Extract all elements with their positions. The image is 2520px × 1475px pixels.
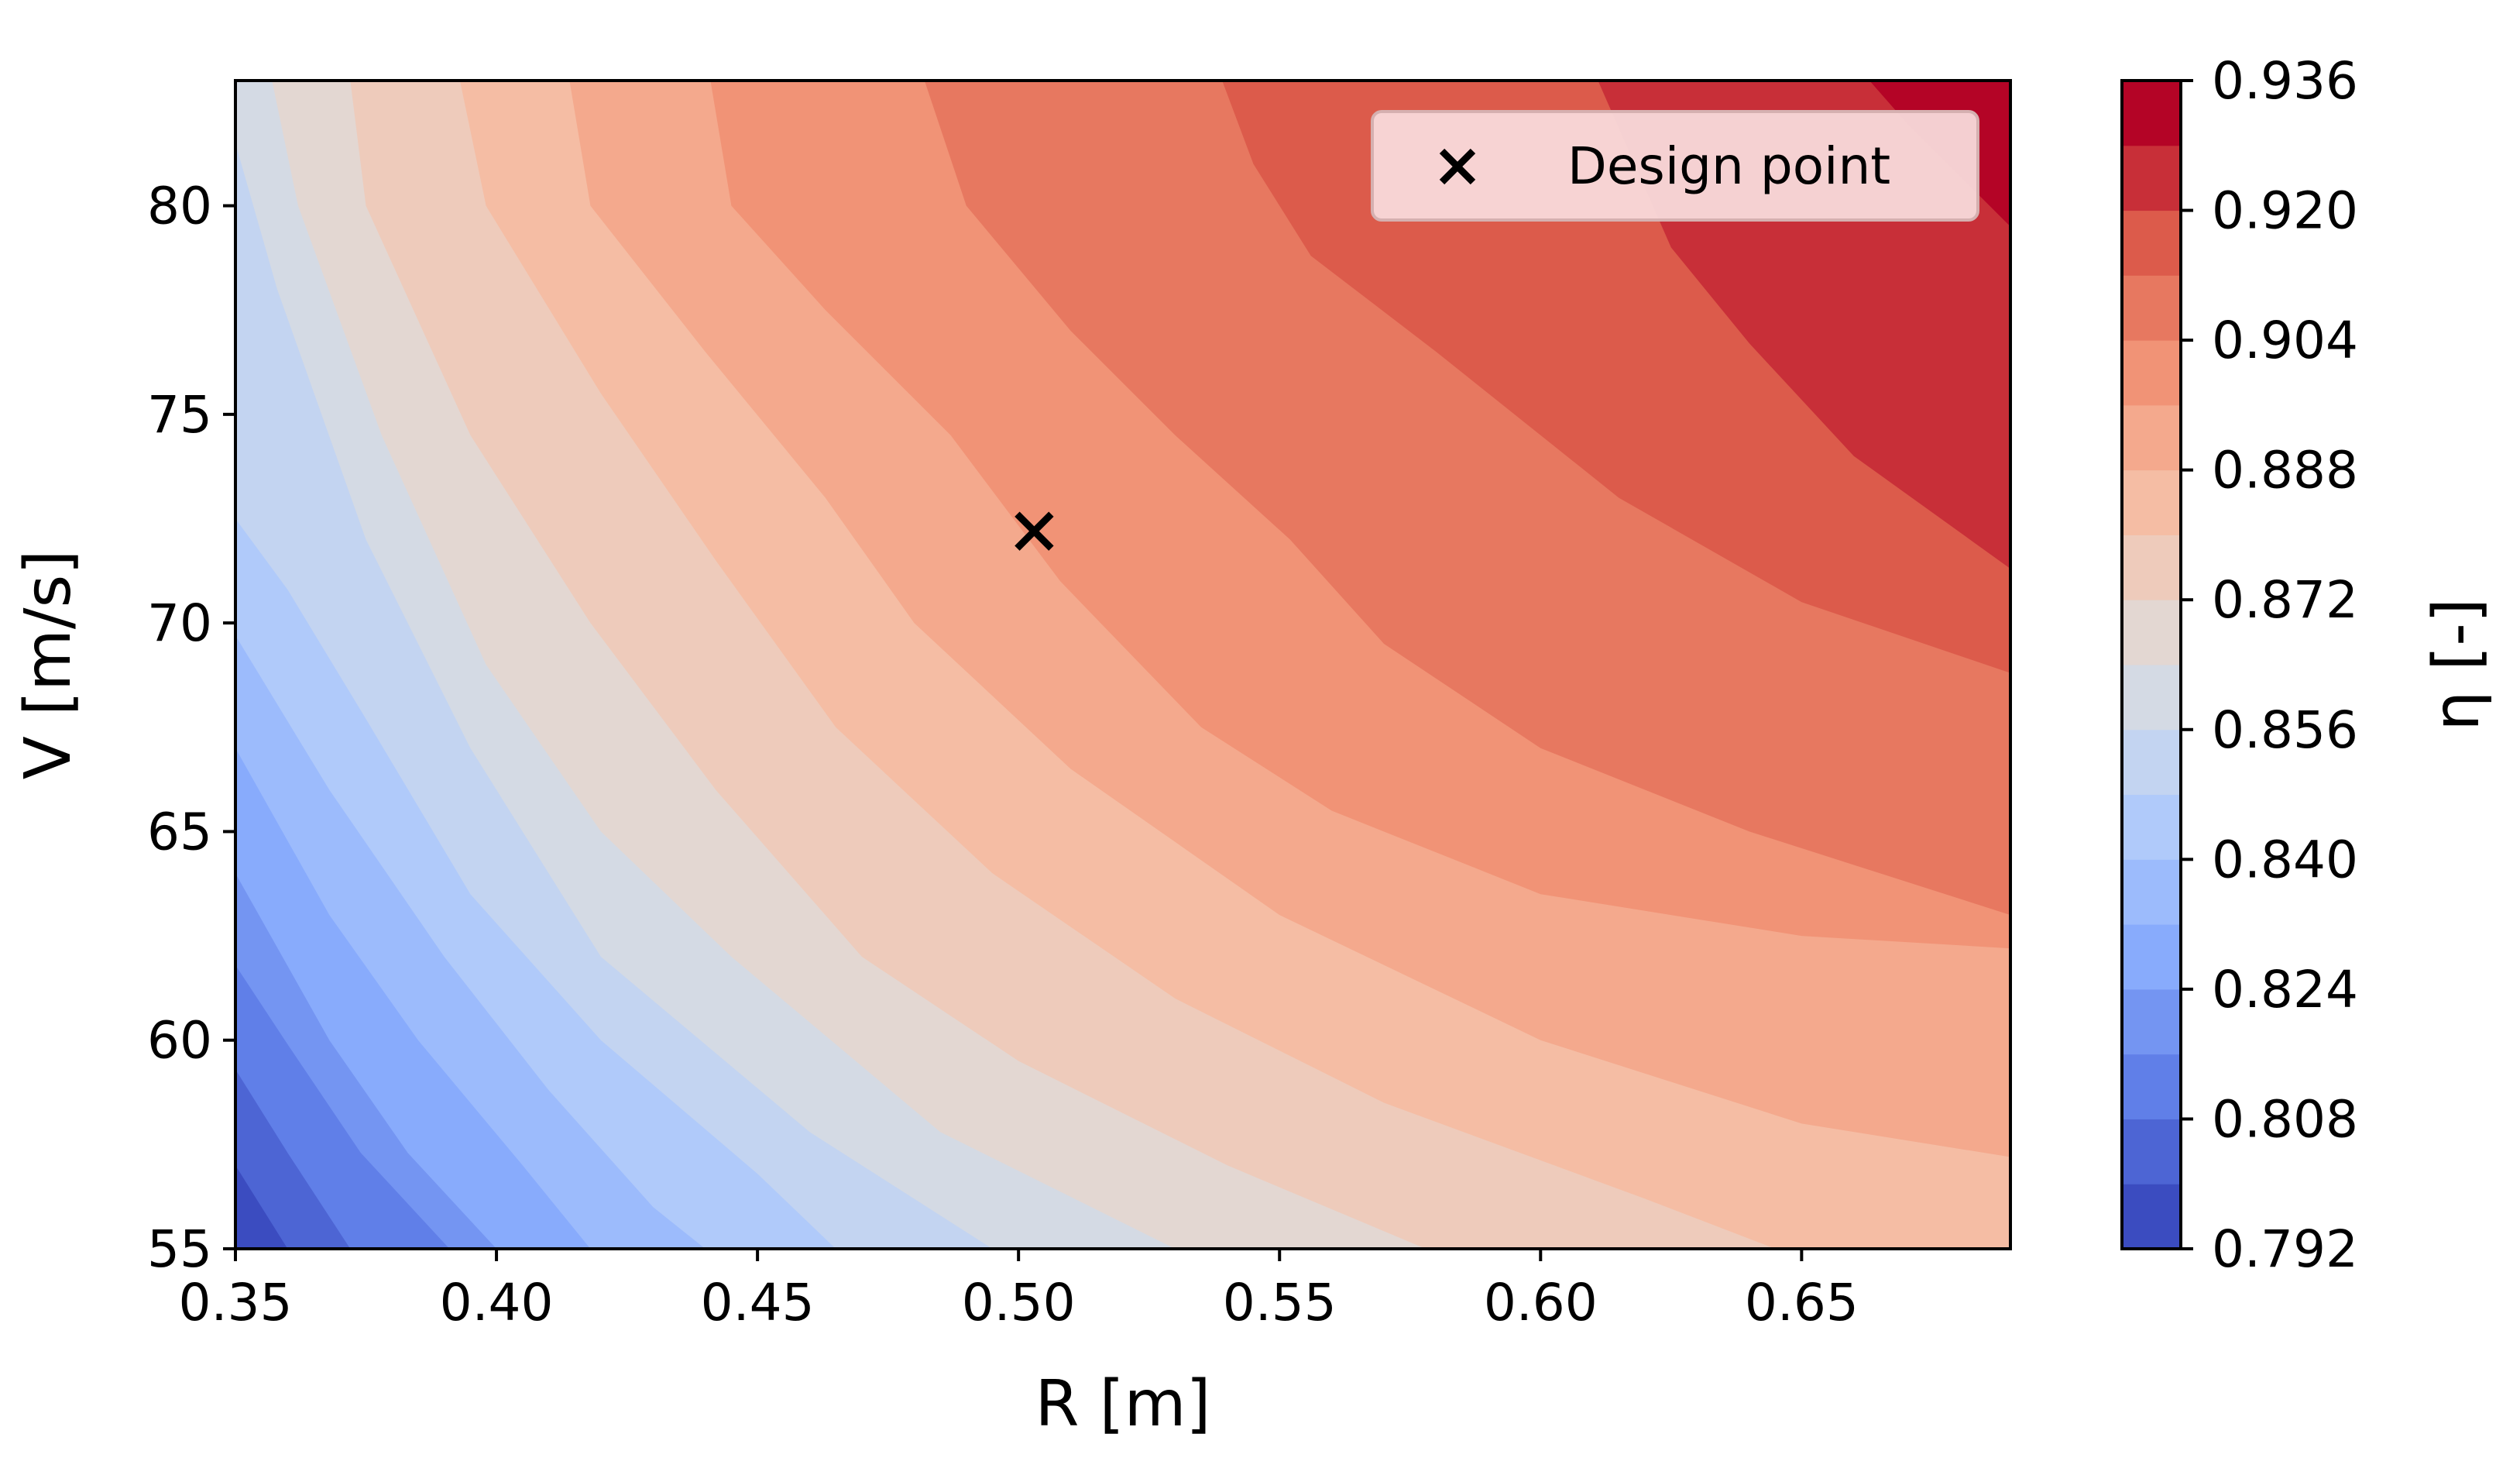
colorbar-tick-label: 0.808	[2212, 1089, 2358, 1149]
y-axis-label: V [m/s]	[12, 550, 85, 779]
colorbar-tick-label: 0.920	[2212, 181, 2358, 241]
colorbar-frame	[2120, 79, 2182, 1250]
colorbar-band-4	[2122, 924, 2181, 990]
y-tick-label: 65	[147, 802, 212, 861]
legend-marker-x	[1439, 148, 1476, 185]
colorbar-band-16	[2122, 145, 2181, 211]
colorbar-band-13	[2122, 340, 2181, 406]
colorbar-band-11	[2122, 469, 2181, 535]
colorbar-ticks: 0.792 0.808 0.824 0.840 0.856 0.872 0.888 0.904…	[2181, 51, 2358, 1279]
colorbar-band-10	[2122, 535, 2181, 600]
colorbar-tick-label: 0.840	[2212, 830, 2358, 889]
colorbar-band-9	[2122, 600, 2181, 665]
colorbar-tick-label: 0.856	[2212, 700, 2358, 760]
colorbar-band-6	[2122, 794, 2181, 860]
colorbar-band-5	[2122, 859, 2181, 925]
colorbar-label: η [-]	[2420, 598, 2494, 731]
colorbar-band-14	[2122, 275, 2181, 341]
contour-fills	[235, 81, 2010, 1249]
x-tick-label: 0.60	[1484, 1273, 1598, 1332]
y-tick-label: 55	[147, 1219, 212, 1279]
y-tick-label: 70	[147, 593, 212, 653]
colorbar-band-17	[2122, 81, 2181, 146]
y-tick-label: 80	[147, 177, 212, 236]
colorbar-tick-label: 0.936	[2212, 51, 2358, 111]
colorbar-band-8	[2122, 665, 2181, 731]
colorbar-tick-label: 0.904	[2212, 311, 2358, 370]
legend-frame	[1371, 110, 1979, 222]
colorbar-band-2	[2122, 1054, 2181, 1119]
colorbar-tick-label: 0.872	[2212, 570, 2358, 630]
colorbar-band-3	[2122, 988, 2181, 1055]
plot-frame	[234, 79, 2012, 1250]
colorbar-tick-label: 0.888	[2212, 441, 2358, 500]
legend: Design point	[1371, 110, 1979, 222]
y-axis: 55 60 65 70 75 80	[147, 177, 235, 1279]
markers	[1015, 511, 1054, 551]
colorbar	[2122, 81, 2181, 1250]
y-tick-label: 60	[147, 1011, 212, 1071]
x-tick-label: 0.40	[440, 1273, 554, 1332]
colorbar-band-15	[2122, 210, 2181, 276]
x-axis-label: R [m]	[1035, 1367, 1211, 1441]
y-tick-label: 75	[147, 385, 212, 445]
x-tick-label: 0.35	[179, 1273, 293, 1332]
x-tick-label: 0.45	[701, 1273, 815, 1332]
colorbar-band-0	[2122, 1184, 2181, 1250]
colorbar-band-12	[2122, 404, 2181, 471]
colorbar-band-7	[2122, 729, 2181, 796]
x-tick-label: 0.50	[962, 1273, 1076, 1332]
colorbar-tick-label: 0.792	[2212, 1219, 2358, 1279]
legend-entry-design-point: Design point	[1567, 136, 1890, 196]
x-tick-label: 0.55	[1223, 1273, 1337, 1332]
x-tick-label: 0.65	[1745, 1273, 1859, 1332]
colorbar-band-1	[2122, 1119, 2181, 1184]
x-axis: 0.35 0.40 0.45 0.50 0.55 0.60 0.65	[179, 1249, 1859, 1332]
colorbar-tick-label: 0.824	[2212, 960, 2358, 1019]
design-point-marker	[1015, 511, 1054, 551]
